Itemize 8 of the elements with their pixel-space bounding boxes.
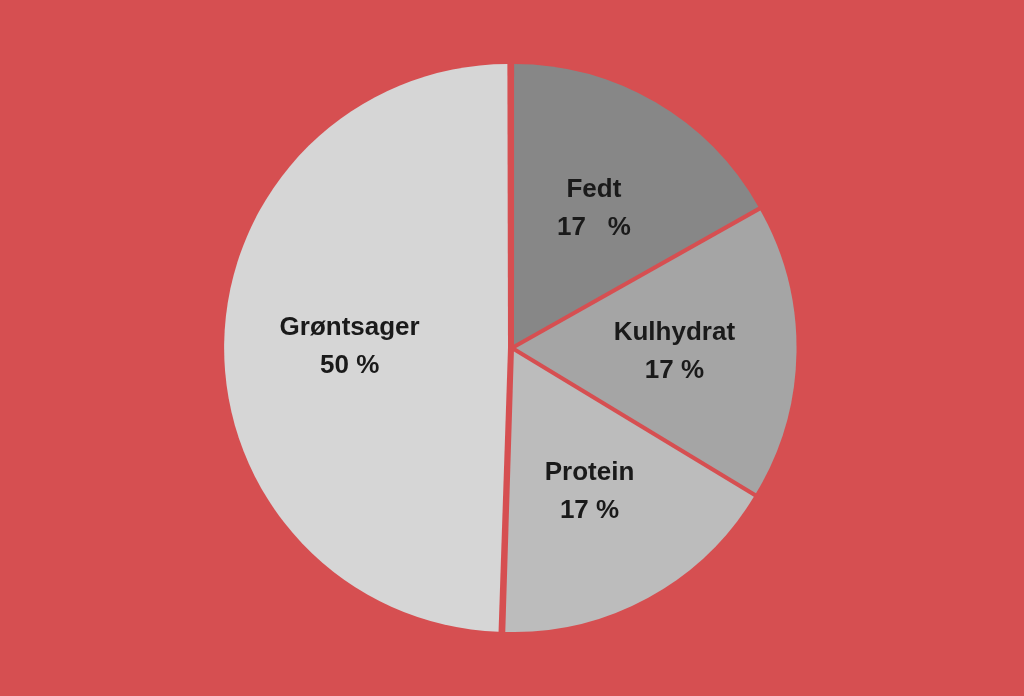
data-label: 17 % xyxy=(644,353,705,384)
slice-label: Grøntsager xyxy=(279,310,420,341)
slice-label: Fedt xyxy=(566,172,622,203)
data-label: 17 % xyxy=(559,493,620,524)
data-label: 50 % xyxy=(319,348,380,379)
slice-label: Protein xyxy=(544,455,635,486)
data-label: 17 % xyxy=(557,210,631,241)
slice-label: Kulhydrat xyxy=(613,315,736,346)
